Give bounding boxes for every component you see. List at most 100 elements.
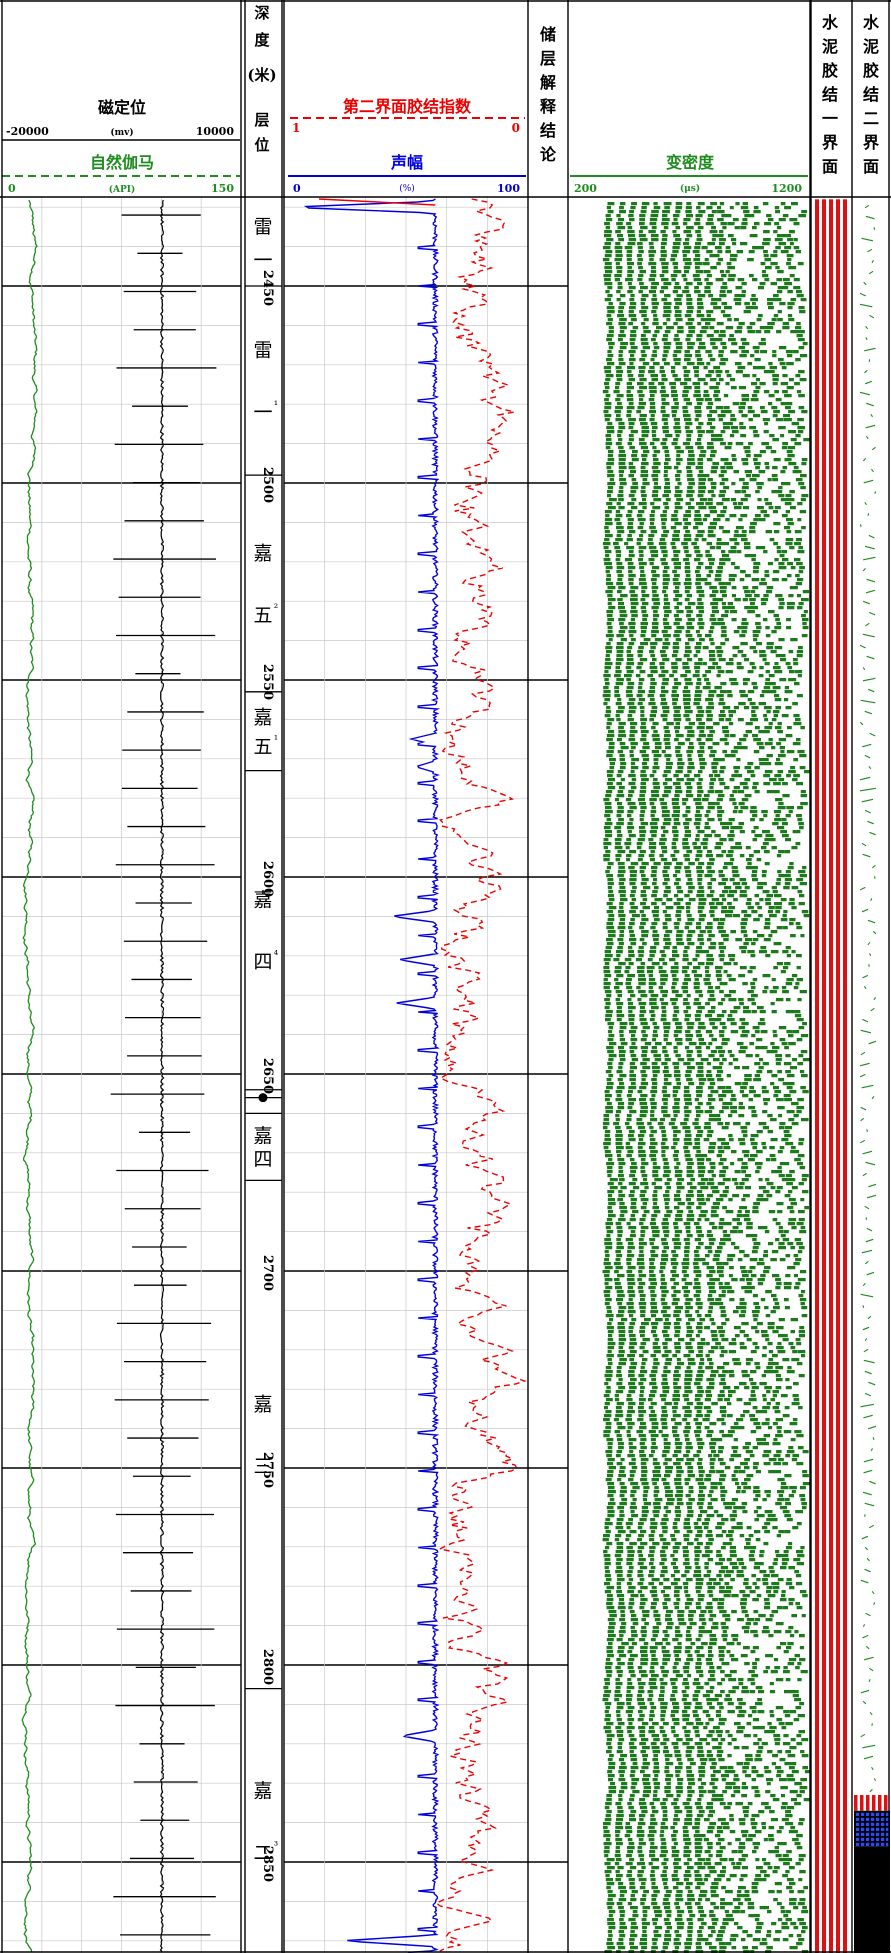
bond2-medium-dot [871, 1827, 875, 1831]
bond2-medium-dot [876, 1842, 880, 1846]
bond2-dash-mark [862, 677, 876, 682]
bond2-good-stripe [860, 1795, 864, 1811]
bond2-dash-mark [873, 227, 876, 231]
depth-label: 2700 [260, 1255, 275, 1291]
bond2-dash-mark [861, 1535, 869, 1540]
bond2-dash-mark [862, 1744, 876, 1749]
bond2-dash-mark [859, 776, 871, 781]
bond2-dash-mark [862, 457, 867, 462]
bond2-dash-mark [865, 589, 876, 594]
bond2-dash-mark [868, 1183, 877, 1188]
depth-label: 2500 [260, 467, 275, 503]
bond2-dash-mark [868, 534, 875, 539]
formation-label: 嘉 [253, 1780, 272, 1802]
bond2-dash-mark [870, 1448, 873, 1452]
bond2-dash-mark [869, 1711, 873, 1716]
svg-text:面: 面 [822, 157, 838, 176]
amp-title: 声幅 [390, 153, 423, 172]
bond2-dash-mark [867, 941, 871, 946]
bond2-medium-dot [856, 1832, 860, 1836]
bond2-dash-mark [860, 1117, 865, 1122]
bond2-dash-mark [864, 1338, 868, 1342]
bond2-medium-dot [866, 1827, 870, 1831]
bond-index-curve [435, 198, 527, 1952]
bond2-medium-dot [871, 1832, 875, 1836]
bond2-medium-dot [861, 1827, 865, 1831]
formation-label: 五 [253, 736, 272, 758]
bond2-dash-mark [860, 1106, 867, 1111]
bond2-dash-mark [867, 1425, 877, 1430]
bond2-dash-mark [871, 1767, 874, 1771]
bond2-medium-dot [866, 1822, 870, 1826]
bond2-medium-dot [866, 1817, 870, 1821]
bond2-medium-dot [856, 1842, 860, 1846]
amp-unit: (%) [399, 183, 415, 194]
bond2-dash-mark [868, 1381, 876, 1386]
svg-text:论: 论 [540, 145, 557, 164]
bond2-dash-mark [862, 1282, 866, 1287]
bond2-medium-dot [861, 1822, 865, 1826]
gr-min: 0 [8, 182, 16, 195]
gr-title: 自然伽马 [90, 153, 154, 172]
bond2-medium-dot [866, 1812, 870, 1816]
bond2-dash-mark [871, 1590, 875, 1595]
ccl-curve [159, 199, 165, 1953]
bond2-dash-mark [866, 1557, 870, 1562]
bond2-dash-mark [868, 1040, 877, 1045]
svg-text:层: 层 [540, 49, 556, 68]
bond2-dash-mark [859, 1062, 870, 1067]
bond2-dash-mark [867, 1315, 872, 1320]
bond2-dash-mark [867, 919, 876, 924]
vdl-waveform-image [602, 202, 812, 1953]
formation-label: 嘉 [253, 1125, 272, 1147]
bond2-dash-mark [864, 1205, 870, 1210]
depth-label: 2750 [260, 1452, 275, 1488]
bond2-dash-mark [859, 303, 873, 308]
bond2-dash-mark [862, 1624, 866, 1628]
bond2-dash-mark [860, 1689, 870, 1694]
bond2-medium-dot [871, 1842, 875, 1846]
bond2-dash-mark [861, 237, 874, 242]
bond2-dash-mark [859, 644, 866, 649]
bond2-dash-mark [860, 1733, 866, 1738]
bond2-medium-dot [861, 1837, 865, 1841]
gamma-ray-curve [21, 199, 38, 1953]
bond2-dash-mark [864, 809, 871, 814]
bond2-dash-mark [864, 1568, 871, 1573]
svg-text:胶: 胶 [822, 61, 838, 80]
bond2-dash-mark [866, 402, 874, 407]
bond2-dash-mark [865, 325, 869, 330]
log-tracks: 245025002550260026502700275028002850雷一雷一… [21, 198, 890, 1953]
bond1-good-stripe [836, 199, 840, 1953]
bond2-medium-dot [881, 1842, 885, 1846]
bond2-dash-mark [869, 1480, 876, 1485]
formation-label: 五 [253, 604, 272, 626]
ccl-max: 10000 [196, 125, 235, 138]
bond2-dash-mark [862, 667, 866, 671]
bi-title: 第二界面胶结指数 [343, 97, 472, 116]
bond2-medium-dot [856, 1817, 860, 1821]
svg-text:泥: 泥 [863, 37, 879, 56]
bond2-dash-mark [865, 1161, 876, 1166]
svg-text:水: 水 [863, 13, 880, 32]
formation-label: 二 [253, 1842, 272, 1864]
bond2-dash-mark [862, 1326, 870, 1331]
bond2-dash-mark [863, 1656, 874, 1661]
bond2-dash-mark [864, 204, 870, 209]
acoustic-amplitude-curve [303, 198, 441, 1953]
bond2-medium-dot [886, 1842, 890, 1846]
bond2-dash-mark [864, 1370, 872, 1375]
bond1-good-stripe [822, 199, 826, 1953]
bond2-dash-mark [869, 611, 876, 616]
bond2-dash-mark [862, 974, 869, 979]
depth-label: 2600 [260, 861, 275, 897]
bond2-dash-mark [871, 468, 874, 473]
svg-text:深: 深 [254, 4, 269, 22]
bond2-dash-mark [862, 1150, 873, 1155]
gr-unit: (API) [109, 184, 135, 195]
svg-text:(米): (米) [247, 66, 276, 84]
bond2-dash-mark [868, 1667, 874, 1672]
bond2-title: 水 泥 胶 结 二 界 面 [862, 13, 880, 176]
bond2-good-stripe [854, 1795, 858, 1811]
bi-min: 1 [292, 121, 300, 135]
